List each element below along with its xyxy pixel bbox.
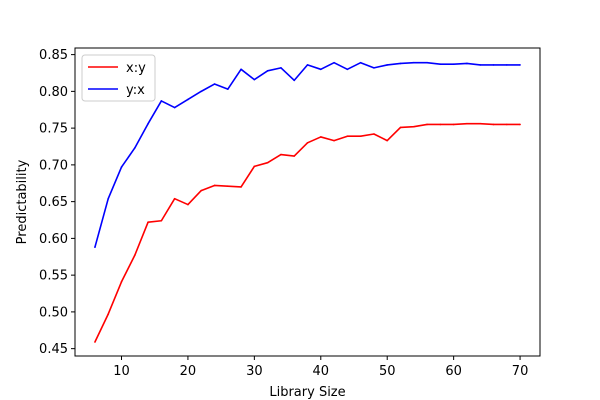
data-point-x-y [505, 123, 508, 126]
legend-label-x-y: x:y [126, 61, 146, 76]
data-point-y-x [160, 100, 163, 102]
data-point-y-x [412, 61, 415, 64]
data-point-x-y [226, 185, 229, 187]
data-point-x-y [160, 219, 163, 222]
data-point-x-y [452, 123, 455, 126]
data-point-y-x [147, 122, 149, 125]
data-point-x-y [120, 280, 123, 283]
data-point-x-y [173, 197, 176, 200]
data-point-x-y [346, 135, 349, 138]
y-tick-label: 0.85 [39, 48, 68, 63]
data-point-x-y [240, 186, 242, 188]
x-tick-label: 50 [379, 364, 396, 379]
x-axis-label: Library Size [269, 385, 345, 400]
data-point-y-x [120, 166, 123, 168]
data-point-x-y [133, 254, 136, 257]
y-tick-label: 0.55 [39, 269, 68, 284]
data-point-y-x [306, 64, 309, 66]
x-tick-label: 70 [512, 364, 529, 379]
data-point-x-y [94, 341, 96, 343]
data-point-x-y [213, 184, 216, 187]
y-tick-label: 0.45 [39, 342, 68, 357]
data-point-y-x [133, 147, 136, 149]
y-tick-label: 0.50 [39, 305, 68, 320]
data-point-y-x [386, 64, 389, 66]
data-point-x-y [200, 189, 203, 192]
data-point-x-y [426, 123, 428, 126]
y-tick-label: 0.60 [39, 232, 68, 247]
data-point-y-x [226, 88, 229, 90]
data-point-x-y [492, 123, 495, 126]
data-point-y-x [466, 62, 468, 65]
data-point-x-y [266, 161, 269, 164]
series-layer [94, 61, 521, 343]
data-point-y-x [479, 64, 482, 66]
data-point-x-y [466, 122, 468, 125]
data-point-y-x [253, 78, 256, 81]
data-point-x-y [373, 133, 375, 135]
data-point-x-y [253, 165, 256, 168]
data-point-y-x [266, 69, 269, 72]
y-tick-label: 0.80 [39, 85, 68, 100]
data-point-x-y [187, 203, 189, 206]
data-point-y-x [426, 61, 428, 64]
data-point-x-y [479, 122, 482, 125]
data-point-y-x [94, 246, 96, 249]
data-point-y-x [373, 67, 375, 69]
data-point-x-y [280, 153, 282, 156]
data-point-y-x [346, 68, 349, 71]
data-point-x-y [439, 123, 442, 126]
data-point-x-y [519, 123, 521, 126]
data-point-y-x [293, 79, 296, 82]
data-point-y-x [280, 67, 282, 69]
y-axis: 0.45 0.50 0.55 0.60 0.65 0.70 0.75 0.80 0.85 [39, 48, 75, 357]
x-tick-label: 60 [445, 364, 462, 379]
data-point-y-x [240, 68, 242, 71]
y-tick-label: 0.70 [39, 158, 68, 173]
data-point-y-x [505, 64, 508, 66]
data-point-x-y [306, 142, 309, 144]
y-tick-label: 0.65 [39, 195, 68, 210]
x-tick-label: 40 [313, 364, 330, 379]
x-tick-label: 20 [180, 364, 197, 379]
y-axis-label: Predictability [15, 159, 30, 244]
legend: x:y y:x [81, 54, 156, 102]
x-tick-label: 30 [246, 364, 263, 379]
x-tick-label: 10 [113, 364, 130, 379]
data-point-y-x [333, 61, 335, 64]
data-point-y-x [399, 62, 402, 65]
data-point-y-x [319, 68, 322, 71]
data-point-x-y [107, 313, 110, 315]
data-point-y-x [439, 63, 442, 65]
data-point-y-x [492, 64, 495, 66]
data-point-y-x [213, 83, 216, 85]
data-point-y-x [359, 61, 362, 64]
data-point-y-x [200, 90, 203, 93]
data-point-x-y [333, 139, 335, 142]
data-point-x-y [399, 126, 402, 129]
data-point-y-x [519, 64, 521, 66]
data-point-y-x [107, 197, 110, 200]
data-point-x-y [293, 155, 296, 157]
data-point-x-y [386, 139, 389, 142]
data-point-y-x [173, 106, 176, 109]
data-point-x-y [359, 135, 362, 138]
y-tick-label: 0.75 [39, 122, 68, 137]
data-point-y-x [452, 63, 455, 65]
data-point-x-y [319, 136, 322, 138]
data-point-y-x [187, 98, 189, 101]
legend-label-y-x: y:x [126, 83, 145, 98]
data-point-x-y [412, 125, 415, 128]
data-point-x-y [147, 221, 149, 224]
x-axis: 10 20 30 40 50 60 70 [113, 356, 528, 379]
